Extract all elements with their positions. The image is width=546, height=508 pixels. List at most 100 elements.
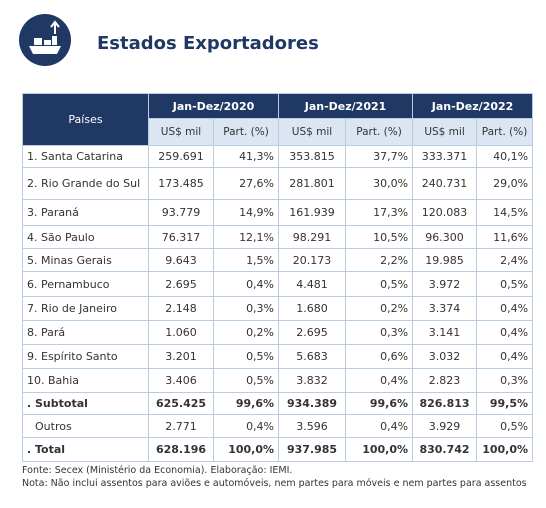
value-cell: 1.680 bbox=[278, 296, 347, 321]
state-cell: 2. Rio Grande do Sul bbox=[22, 167, 149, 200]
data-row: 9. Espírito Santo 3.201 0,5% 5.683 0,6% 3.032… bbox=[22, 344, 534, 369]
value-cell: 240.731 bbox=[412, 167, 478, 200]
value-cell: 2.695 bbox=[278, 320, 347, 345]
data-row: 6. Pernambuco 2.695 0,4% 4.481 0,5% 3.972 0,5% bbox=[22, 271, 534, 297]
exports-table: Países Jan-Dez/2020 Jan-Dez/2021 Jan-Dez/20… bbox=[22, 93, 534, 462]
value-cell: 3.032 bbox=[412, 344, 478, 369]
value-cell: 1.060 bbox=[148, 320, 214, 345]
share-header: Part. (%) bbox=[476, 118, 534, 146]
value-cell: 3.596 bbox=[278, 414, 347, 438]
data-row: 2. Rio Grande do Sul 173.485 27,6% 281.801 3… bbox=[22, 167, 534, 200]
value-cell: 2.695 bbox=[148, 271, 214, 297]
share-cell: 100,0% bbox=[212, 437, 280, 462]
data-row: 5. Minas Gerais 9.643 1,5% 20.173 2,2% 19.985… bbox=[22, 248, 534, 272]
value-cell: 98.291 bbox=[278, 225, 347, 249]
value-cell: 333.371 bbox=[412, 145, 478, 168]
value-cell: 625.425 bbox=[148, 392, 214, 415]
state-cell: . Total bbox=[22, 437, 149, 462]
share-cell: 99,5% bbox=[476, 392, 534, 415]
value-cell: 2.771 bbox=[148, 414, 214, 438]
data-row: 8. Pará 1.060 0,2% 2.695 0,3% 3.141 0,4% bbox=[22, 320, 534, 345]
state-cell: 8. Pará bbox=[22, 320, 149, 345]
share-cell: 30,0% bbox=[345, 167, 414, 200]
header-row: Países Jan-Dez/2020 Jan-Dez/2021 Jan-Dez/20… bbox=[22, 93, 534, 146]
value-cell: 96.300 bbox=[412, 225, 478, 249]
share-cell: 99,6% bbox=[212, 392, 280, 415]
data-row: 7. Rio de Janeiro 2.148 0,3% 1.680 0,2% 3.374… bbox=[22, 296, 534, 321]
state-cell: . Subtotal bbox=[22, 392, 149, 415]
value-header: US$ mil bbox=[412, 118, 478, 146]
value-cell: 76.317 bbox=[148, 225, 214, 249]
data-row: . Subtotal 625.425 99,6% 934.389 99,6% 826.81… bbox=[22, 392, 534, 415]
corner-header: Países bbox=[22, 93, 149, 146]
state-cell: 9. Espírito Santo bbox=[22, 344, 149, 369]
state-cell: 5. Minas Gerais bbox=[22, 248, 149, 272]
share-cell: 0,4% bbox=[212, 271, 280, 297]
share-cell: 37,7% bbox=[345, 145, 414, 168]
share-cell: 0,4% bbox=[476, 296, 534, 321]
share-cell: 0,5% bbox=[476, 271, 534, 297]
value-cell: 628.196 bbox=[148, 437, 214, 462]
share-cell: 2,4% bbox=[476, 248, 534, 272]
share-cell: 0,4% bbox=[212, 414, 280, 438]
share-cell: 0,4% bbox=[345, 414, 414, 438]
state-cell: 3. Paraná bbox=[22, 199, 149, 226]
share-cell: 99,6% bbox=[345, 392, 414, 415]
value-cell: 3.406 bbox=[148, 368, 214, 393]
subheader-row: US$ mil Part. (%) US$ mil Part. (%) US$ mil P… bbox=[23, 118, 534, 146]
value-cell: 934.389 bbox=[278, 392, 347, 415]
share-cell: 0,2% bbox=[345, 296, 414, 321]
data-row: 4. São Paulo 76.317 12,1% 98.291 10,5% 96.300… bbox=[22, 225, 534, 249]
share-cell: 0,2% bbox=[212, 320, 280, 345]
share-cell: 27,6% bbox=[212, 167, 280, 200]
share-cell: 40,1% bbox=[476, 145, 534, 168]
share-cell: 1,5% bbox=[212, 248, 280, 272]
data-row: 10. Bahia 3.406 0,5% 3.832 0,4% 2.823 0,3% bbox=[22, 368, 534, 393]
share-cell: 14,9% bbox=[212, 199, 280, 226]
share-cell: 41,3% bbox=[212, 145, 280, 168]
share-cell: 0,5% bbox=[345, 271, 414, 297]
title: Estados Exportadores bbox=[97, 33, 319, 54]
period-header: Jan-Dez/2020 bbox=[147, 93, 280, 119]
source: Fonte: Secex (Ministério da Economia). E… bbox=[22, 465, 293, 476]
share-cell: 0,5% bbox=[212, 368, 280, 393]
value-cell: 3.972 bbox=[412, 271, 478, 297]
share-cell: 0,3% bbox=[212, 296, 280, 321]
share-cell: 2,2% bbox=[345, 248, 414, 272]
share-cell: 10,5% bbox=[345, 225, 414, 249]
share-header: Part. (%) bbox=[345, 118, 414, 146]
data-row: Outros 2.771 0,4% 3.596 0,4% 3.929 0,5% bbox=[22, 414, 534, 438]
share-cell: 0,5% bbox=[476, 414, 534, 438]
share-cell: 11,6% bbox=[476, 225, 534, 249]
share-cell: 29,0% bbox=[476, 167, 534, 200]
state-cell: 6. Pernambuco bbox=[22, 271, 149, 297]
value-cell: 9.643 bbox=[148, 248, 214, 272]
value-cell: 3.201 bbox=[148, 344, 214, 369]
value-cell: 3.832 bbox=[278, 368, 347, 393]
value-cell: 161.939 bbox=[278, 199, 347, 226]
value-cell: 4.481 bbox=[278, 271, 347, 297]
share-cell: 0,4% bbox=[476, 320, 534, 345]
share-cell: 0,5% bbox=[212, 344, 280, 369]
share-cell: 0,6% bbox=[345, 344, 414, 369]
value-cell: 937.985 bbox=[278, 437, 347, 462]
value-cell: 3.141 bbox=[412, 320, 478, 345]
period-header: Jan-Dez/2021 bbox=[278, 93, 414, 119]
value-cell: 120.083 bbox=[412, 199, 478, 226]
value-cell: 259.691 bbox=[148, 145, 214, 168]
value-cell: 19.985 bbox=[412, 248, 478, 272]
period-header: Jan-Dez/2022 bbox=[412, 93, 534, 119]
value-cell: 3.374 bbox=[412, 296, 478, 321]
share-cell: 14,5% bbox=[476, 199, 534, 226]
value-cell: 93.779 bbox=[148, 199, 214, 226]
value-cell: 20.173 bbox=[278, 248, 347, 272]
share-cell: 12,1% bbox=[212, 225, 280, 249]
share-header: Part. (%) bbox=[212, 118, 280, 146]
value-cell: 5.683 bbox=[278, 344, 347, 369]
state-cell: 7. Rio de Janeiro bbox=[22, 296, 149, 321]
share-cell: 100,0% bbox=[476, 437, 534, 462]
share-cell: 0,4% bbox=[345, 368, 414, 393]
share-cell: 100,0% bbox=[345, 437, 414, 462]
value-cell: 281.801 bbox=[278, 167, 347, 200]
